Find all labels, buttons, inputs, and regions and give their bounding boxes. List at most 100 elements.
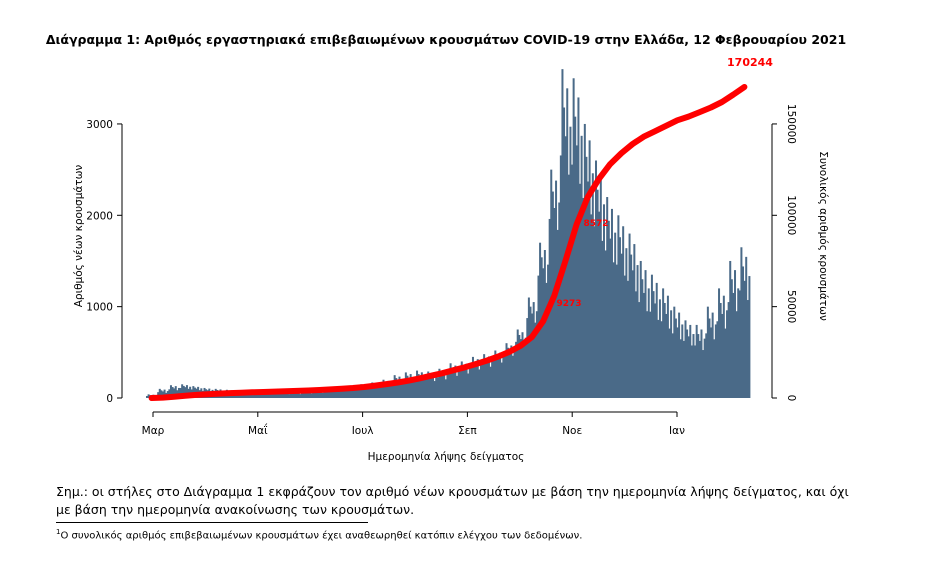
bar	[602, 204, 605, 398]
bar	[687, 336, 690, 398]
bar	[470, 367, 473, 398]
bar	[716, 321, 719, 398]
bar	[547, 264, 550, 398]
bar	[545, 282, 548, 398]
bar	[726, 310, 729, 398]
bar	[743, 280, 746, 398]
bar	[638, 302, 641, 398]
bar	[595, 160, 598, 398]
bar	[489, 366, 492, 398]
bar	[262, 393, 265, 398]
bar	[617, 215, 620, 398]
bar	[633, 244, 636, 398]
bar	[313, 392, 316, 398]
bar	[174, 386, 177, 398]
bar	[160, 390, 163, 398]
bar	[610, 208, 613, 398]
bar	[674, 318, 677, 398]
bar	[449, 363, 452, 398]
bar	[344, 391, 347, 398]
bar	[285, 393, 288, 398]
bar	[414, 378, 417, 398]
bar	[558, 202, 561, 398]
bar	[158, 388, 161, 398]
bar	[563, 107, 566, 398]
bar	[499, 352, 502, 398]
bar	[580, 135, 583, 398]
bar	[173, 388, 176, 398]
bar	[577, 97, 580, 398]
bar	[500, 362, 503, 398]
bar	[146, 395, 148, 398]
bar	[392, 381, 395, 398]
bar	[422, 380, 425, 398]
bar	[427, 371, 430, 398]
bar	[305, 391, 308, 398]
bar	[451, 367, 454, 398]
bar	[582, 197, 585, 398]
bar	[599, 175, 602, 398]
bar	[324, 390, 327, 398]
bar	[312, 392, 315, 398]
bar	[401, 379, 404, 398]
bar	[332, 391, 335, 398]
bar	[566, 88, 569, 398]
bar	[729, 260, 732, 398]
bar	[503, 353, 506, 398]
bar	[596, 189, 599, 398]
x-tick-label: Ιαν	[669, 425, 685, 437]
bar	[614, 232, 617, 398]
footnote-divider	[56, 522, 368, 523]
bar	[609, 238, 612, 398]
bar	[340, 389, 343, 398]
bar	[684, 320, 687, 398]
bar	[443, 370, 446, 398]
bar	[356, 388, 359, 398]
bar	[376, 383, 379, 398]
x-tick-label: Μαΐ	[248, 423, 268, 437]
bar	[662, 288, 665, 398]
bar	[273, 393, 276, 398]
bar	[727, 302, 730, 398]
bar	[543, 250, 546, 398]
bar	[694, 345, 697, 398]
x-tick-label: Σεπ	[458, 425, 477, 437]
bar	[491, 361, 494, 398]
bar	[321, 392, 324, 398]
bar	[428, 374, 431, 398]
bar	[721, 313, 724, 398]
bar	[353, 386, 356, 398]
bar	[655, 282, 658, 398]
x-tick-label: Νοε	[562, 425, 582, 437]
bar	[281, 391, 284, 398]
bar	[403, 379, 406, 398]
bar	[460, 361, 463, 398]
bar	[714, 324, 717, 398]
bar	[184, 387, 187, 398]
footnote-text: Ο συνολικός αριθμός επιβεβαιωμένων κρουσ…	[60, 530, 583, 542]
bar	[277, 394, 280, 398]
bar	[526, 318, 529, 398]
bar	[556, 229, 559, 398]
bar	[681, 324, 684, 398]
bar	[497, 358, 500, 398]
bar	[398, 376, 401, 398]
bar	[724, 328, 727, 398]
bar	[571, 164, 574, 398]
bar	[502, 357, 505, 398]
bar	[465, 363, 468, 398]
curve-label-1: 8572	[583, 219, 608, 229]
bar	[409, 374, 412, 398]
bar	[459, 371, 462, 398]
bar	[737, 288, 740, 398]
bar	[471, 356, 474, 398]
bar	[412, 377, 415, 398]
cumulative-line	[148, 84, 748, 401]
bar	[366, 388, 369, 398]
bar	[336, 390, 339, 398]
bar	[302, 392, 305, 398]
bar	[561, 69, 564, 398]
bar	[326, 387, 329, 398]
bar	[308, 391, 311, 398]
bar	[539, 242, 542, 398]
